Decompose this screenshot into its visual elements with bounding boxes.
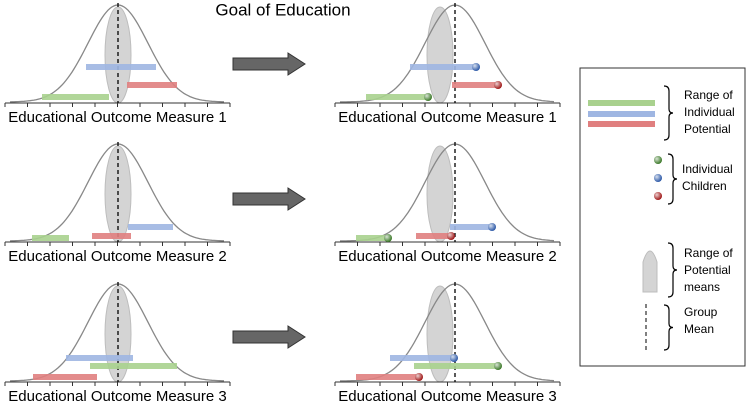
legend-text: Potential bbox=[684, 263, 731, 277]
dot-highlight bbox=[415, 373, 423, 381]
potential-range bbox=[128, 224, 173, 230]
legend-text: Range of bbox=[684, 88, 733, 102]
dot-highlight bbox=[494, 81, 502, 89]
dot-highlight bbox=[472, 63, 480, 71]
brace bbox=[667, 153, 678, 205]
legend-range bbox=[588, 100, 655, 106]
potential-range bbox=[450, 224, 494, 230]
arrow bbox=[232, 187, 306, 211]
potential-range bbox=[32, 235, 69, 241]
legend-text: Individual bbox=[682, 162, 733, 176]
legend-box bbox=[579, 67, 746, 367]
dot-highlight bbox=[654, 174, 662, 182]
brace bbox=[663, 304, 674, 351]
potential-range bbox=[33, 374, 97, 380]
potential-range bbox=[42, 94, 109, 100]
panel-label: Educational Outcome Measure 3 bbox=[8, 388, 226, 403]
potential-range bbox=[66, 355, 133, 361]
panel-label: Educational Outcome Measure 2 bbox=[338, 248, 556, 265]
title: Goal of Education bbox=[215, 0, 350, 19]
potential-range bbox=[86, 64, 156, 70]
legend-text: Potential bbox=[684, 122, 731, 136]
potential-means bbox=[426, 145, 454, 243]
potential-range bbox=[452, 82, 500, 88]
dot-highlight bbox=[450, 354, 458, 362]
legend-range bbox=[588, 121, 655, 127]
potential-range bbox=[356, 374, 421, 380]
dot-highlight bbox=[384, 234, 392, 242]
arrow bbox=[232, 52, 306, 76]
potential-range bbox=[390, 355, 456, 361]
panel-label: Educational Outcome Measure 2 bbox=[8, 248, 226, 265]
legend-text: Individual bbox=[684, 105, 735, 119]
legend-text: means bbox=[684, 280, 720, 294]
potential-range bbox=[410, 64, 478, 70]
legend-range bbox=[588, 111, 655, 117]
potential-range bbox=[90, 363, 177, 369]
dot-highlight bbox=[488, 223, 496, 231]
dot-highlight bbox=[447, 232, 455, 240]
potential-range bbox=[356, 235, 390, 241]
potential-range bbox=[416, 233, 453, 239]
dot-highlight bbox=[494, 362, 502, 370]
potential-range bbox=[127, 82, 177, 88]
potential-range bbox=[414, 363, 500, 369]
potential-means bbox=[426, 6, 454, 104]
legend-text: Mean bbox=[684, 322, 714, 336]
panel-label: Educational Outcome Measure 1 bbox=[338, 109, 556, 126]
dot-highlight bbox=[654, 192, 662, 200]
arrow bbox=[232, 325, 306, 349]
brace bbox=[663, 85, 674, 141]
potential-range bbox=[92, 233, 131, 239]
dot-highlight bbox=[654, 156, 662, 164]
panel-label: Educational Outcome Measure 3 bbox=[338, 388, 556, 403]
legend-text: Range of bbox=[684, 246, 733, 260]
panel-label: Educational Outcome Measure 1 bbox=[8, 109, 226, 126]
brace bbox=[667, 242, 678, 298]
legend-ellipse bbox=[642, 250, 658, 293]
dot-highlight bbox=[424, 93, 432, 101]
legend-text: Children bbox=[682, 179, 727, 193]
potential-range bbox=[366, 94, 430, 100]
legend-text: Group bbox=[684, 305, 718, 319]
